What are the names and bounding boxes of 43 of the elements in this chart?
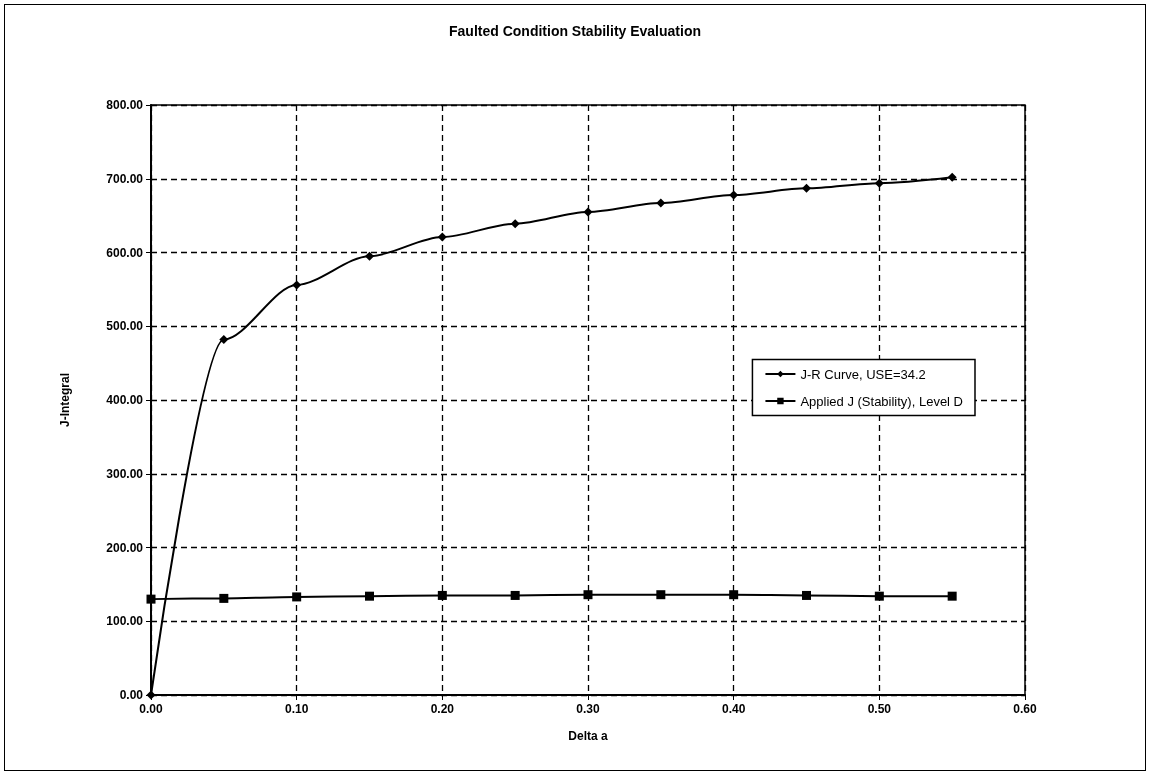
x-tick-label: 0.50 — [867, 702, 892, 716]
point — [510, 219, 520, 229]
y-tick-label: 200.00 — [106, 540, 144, 555]
point — [510, 590, 520, 600]
x-axis-title: Delta a — [568, 729, 608, 743]
y-tick-label: 800.00 — [106, 98, 144, 112]
point — [292, 592, 302, 602]
x-tick-label: 0.10 — [284, 702, 309, 716]
point — [583, 590, 593, 600]
point — [874, 591, 884, 601]
chart-title: Faulted Condition Stability Evaluation — [448, 23, 702, 39]
x-tick-label: 0.30 — [576, 702, 600, 716]
y-tick-label: 100.00 — [106, 614, 144, 629]
point — [583, 207, 593, 217]
point — [874, 178, 884, 188]
point — [656, 198, 666, 208]
x-tick-label: 0.60 — [1013, 702, 1037, 716]
point — [947, 591, 957, 601]
point — [802, 183, 811, 193]
point — [656, 590, 666, 600]
point — [365, 591, 374, 601]
point — [292, 280, 302, 290]
y-tick-label: 400.00 — [106, 393, 144, 407]
point — [802, 590, 811, 600]
point — [947, 172, 957, 182]
point — [365, 251, 374, 261]
point — [437, 590, 447, 600]
point — [146, 594, 156, 604]
y-tick-label: 0.00 — [119, 688, 144, 702]
x-tick-label: 0.40 — [721, 702, 746, 716]
y-axis-title: J-Integral — [58, 372, 72, 428]
point — [219, 593, 229, 603]
y-tick-label: 500.00 — [106, 319, 144, 334]
y-tick-label: 600.00 — [106, 245, 144, 260]
legend-label: Applied J (Stability), Level D — [800, 393, 964, 409]
y-tick-label: 700.00 — [106, 171, 144, 186]
x-tick-label: 0.20 — [430, 702, 455, 716]
x-tick-label: 0.00 — [139, 702, 163, 716]
legend-label: J-R Curve, USE=34.2 — [800, 366, 926, 382]
point — [219, 335, 229, 345]
point — [437, 232, 447, 242]
y-tick-label: 300.00 — [106, 466, 144, 481]
point — [729, 590, 739, 600]
